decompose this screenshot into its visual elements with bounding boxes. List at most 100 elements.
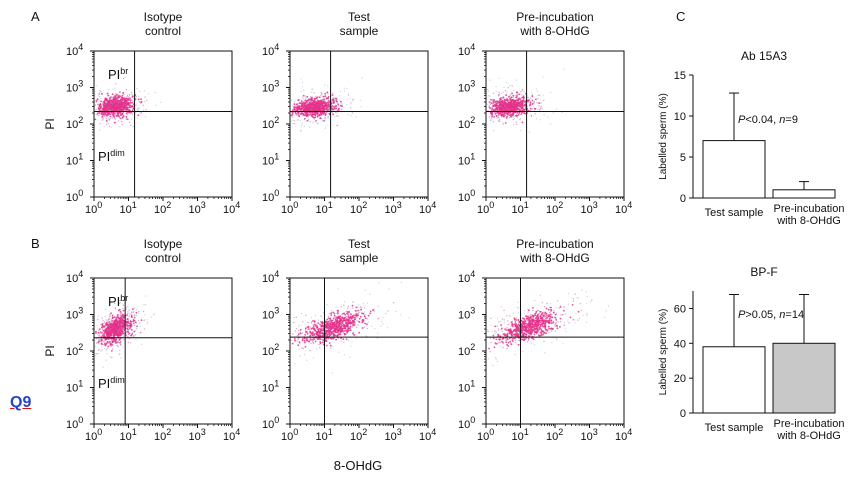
scatter-title-line: Isotype: [144, 237, 183, 251]
y-tick-label: 100: [262, 415, 279, 431]
scatter-point: [140, 98, 142, 100]
scatter-point: [317, 99, 319, 101]
scatter-point: [340, 331, 342, 333]
scatter-point: [347, 317, 348, 318]
scatter-point: [107, 323, 109, 325]
scatter-point: [96, 100, 98, 102]
scatter-point: [119, 328, 120, 329]
scatter-point: [136, 328, 137, 329]
scatter-point: [111, 339, 112, 340]
scatter-point: [121, 320, 123, 322]
scatter-point: [330, 322, 331, 323]
x-tick-label: 104: [223, 200, 240, 216]
scatter-point: [119, 311, 121, 313]
scatter-point: [107, 320, 108, 321]
scatter-point: [518, 114, 520, 116]
scatter-point: [129, 333, 131, 335]
scatter-point: [529, 105, 530, 106]
y-tick-label: 101: [262, 379, 279, 395]
scatter-point: [333, 106, 334, 107]
scatter-point: [138, 96, 139, 97]
scatter-point: [530, 335, 531, 336]
scatter-point: [120, 344, 121, 345]
scatter-point: [334, 116, 335, 117]
scatter-point: [102, 115, 103, 116]
scatter-point: [353, 325, 354, 326]
scatter-point: [99, 333, 100, 334]
scatter-point: [123, 107, 125, 109]
scatter-point: [309, 350, 310, 351]
scatter-point: [105, 103, 107, 105]
scatter-point: [315, 114, 317, 116]
scatter-point: [120, 328, 122, 330]
scatter-point: [308, 117, 309, 118]
scatter-point: [501, 107, 502, 108]
scatter-point: [131, 119, 132, 120]
scatter-point: [490, 104, 491, 105]
scatter-point: [509, 117, 510, 118]
scatter-point: [128, 315, 129, 316]
scatter-title-line: control: [145, 24, 181, 38]
scatter-point: [319, 338, 321, 340]
scatter-point: [297, 340, 298, 341]
scatter-point: [117, 345, 118, 346]
scatter-point: [333, 108, 335, 110]
scatter-point: [297, 119, 298, 120]
scatter-point: [496, 104, 498, 106]
x-tick-label: 101: [120, 200, 137, 216]
x-tick-label: 102: [350, 427, 367, 443]
scatter-point: [510, 114, 512, 116]
scatter-point: [121, 102, 122, 103]
scatter-point: [357, 310, 359, 312]
scatter-point: [294, 317, 295, 318]
scatter-point: [305, 346, 307, 348]
scatter-point: [320, 321, 321, 322]
scatter-point: [349, 328, 351, 330]
scatter-point: [115, 93, 116, 94]
scatter-point: [503, 123, 504, 124]
scatter-point: [300, 130, 301, 131]
scatter-point: [126, 89, 127, 90]
scatter-point: [330, 319, 332, 321]
scatter-point: [328, 318, 330, 320]
scatter-point: [125, 77, 126, 78]
scatter-point: [119, 331, 121, 333]
scatter-point: [310, 116, 311, 117]
scatter-point: [562, 112, 563, 113]
scatter-point: [96, 353, 97, 354]
scatter-point: [105, 117, 106, 118]
scatter-point: [326, 345, 328, 347]
scatter-point: [111, 319, 112, 320]
scatter-point: [343, 305, 344, 306]
scatter-point: [510, 107, 512, 109]
scatter-point: [409, 317, 410, 318]
scatter-point: [305, 118, 306, 119]
scatter-point: [498, 95, 499, 96]
scatter-point: [301, 108, 303, 110]
scatter-point: [293, 109, 294, 110]
scatter-point: [130, 125, 131, 126]
scatter-point: [137, 109, 138, 110]
scatter-point: [364, 314, 365, 315]
scatter-point: [127, 118, 129, 120]
scatter-point: [377, 306, 378, 307]
scatter-point: [290, 340, 291, 341]
scatter-point: [514, 116, 515, 117]
scatter-point: [362, 321, 364, 323]
scatter-point: [356, 315, 358, 317]
scatter-point: [358, 321, 359, 322]
scatter-point: [117, 97, 118, 98]
scatter-point: [131, 321, 132, 322]
scatter-point: [123, 305, 124, 306]
scatter-point: [371, 326, 372, 327]
scatter-point: [305, 315, 306, 316]
panel-letter-c: C: [676, 9, 685, 24]
scatter-point: [513, 117, 514, 118]
scatter-point: [347, 331, 348, 332]
scatter-point: [332, 113, 334, 115]
scatter-point: [98, 335, 99, 336]
scatter-point: [542, 328, 543, 329]
scatter-point: [131, 315, 133, 317]
scatter-point: [314, 320, 316, 322]
scatter-point: [147, 319, 148, 320]
